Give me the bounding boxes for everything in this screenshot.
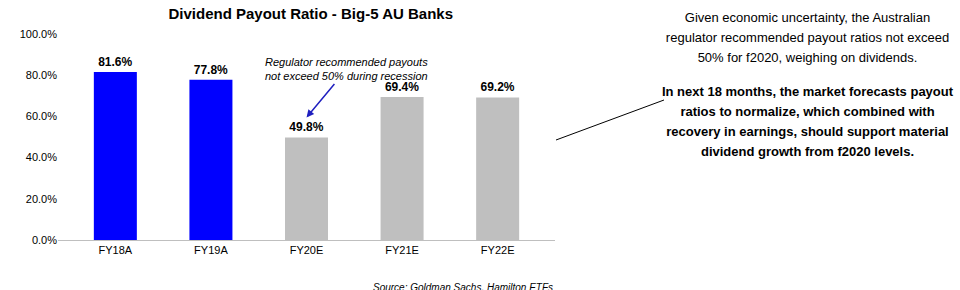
svg-text:49.8%: 49.8%: [289, 120, 323, 134]
svg-text:Dividend Payout Ratio - Big-5: Dividend Payout Ratio - Big-5 AU Banks: [169, 5, 453, 22]
html-text:In next 18 months, the market: In next 18 months, the market forecasts …: [661, 84, 954, 159]
svg-text:40.0%: 40.0%: [26, 151, 57, 163]
svg-text:80.0%: 80.0%: [26, 69, 57, 81]
svg-text:Source: Goldman Sachs, Hamilto: Source: Goldman Sachs, Hamilton ETFs: [373, 282, 553, 290]
svg-text:Regulator recommended payoutsn: Regulator recommended payoutsnot exceed …: [265, 56, 428, 82]
svg-text:77.8%: 77.8%: [194, 63, 228, 77]
svg-text:100.0%: 100.0%: [20, 28, 58, 40]
svg-text:FY20E: FY20E: [290, 244, 324, 256]
html-text:Given economic uncertainty, th: Given economic uncertainty, the Australi…: [665, 10, 950, 65]
svg-text:81.6%: 81.6%: [98, 55, 132, 69]
svg-text:69.2%: 69.2%: [480, 80, 514, 94]
svg-text:FY21E: FY21E: [385, 244, 419, 256]
svg-text:69.4%: 69.4%: [385, 80, 419, 94]
svg-text:20.0%: 20.0%: [26, 193, 57, 205]
svg-text:FY18A: FY18A: [99, 244, 133, 256]
svg-text:FY22E: FY22E: [481, 244, 515, 256]
svg-text:60.0%: 60.0%: [26, 110, 57, 122]
svg-text:0.0%: 0.0%: [32, 234, 57, 246]
svg-text:FY19A: FY19A: [194, 244, 228, 256]
